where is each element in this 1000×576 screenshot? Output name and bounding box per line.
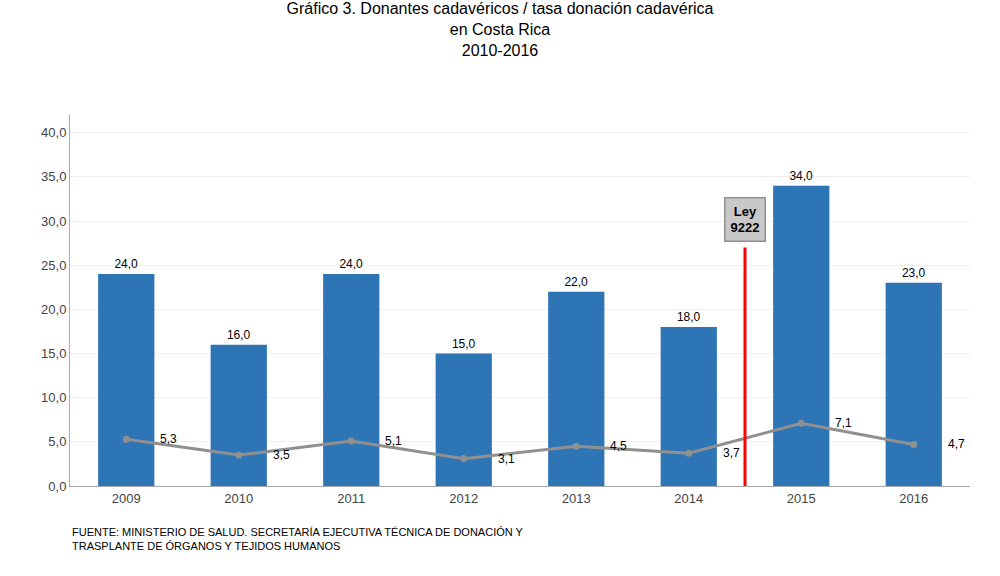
svg-text:2012: 2012: [449, 491, 478, 506]
svg-text:FUENTE: MINISTERIO DE SALUD. S: FUENTE: MINISTERIO DE SALUD. SECRETARÍA …: [72, 526, 524, 552]
svg-text:2011: 2011: [337, 491, 365, 506]
svg-text:0,0: 0,0: [48, 479, 66, 494]
svg-text:5,1: 5,1: [385, 434, 402, 448]
svg-text:15,0: 15,0: [41, 346, 66, 361]
svg-text:2013: 2013: [562, 491, 591, 506]
svg-text:35,0: 35,0: [41, 169, 66, 184]
svg-text:20,0: 20,0: [41, 302, 66, 317]
svg-text:40,0: 40,0: [41, 125, 66, 140]
svg-text:4,7: 4,7: [948, 437, 965, 451]
svg-text:34,0: 34,0: [789, 169, 813, 183]
svg-text:30,0: 30,0: [41, 214, 66, 229]
svg-text:5,3: 5,3: [160, 432, 177, 446]
svg-text:24,0: 24,0: [114, 257, 138, 271]
svg-text:2014: 2014: [674, 491, 703, 506]
svg-text:4,5: 4,5: [610, 439, 627, 453]
svg-text:2009: 2009: [112, 491, 141, 506]
svg-text:3,7: 3,7: [723, 446, 740, 460]
svg-text:7,1: 7,1: [835, 416, 852, 430]
svg-text:23,0: 23,0: [902, 266, 926, 280]
svg-text:3,1: 3,1: [498, 452, 515, 466]
svg-text:16,0: 16,0: [227, 328, 251, 342]
svg-text:25,0: 25,0: [41, 258, 66, 273]
svg-text:3,5: 3,5: [273, 448, 290, 462]
svg-text:5,0: 5,0: [48, 434, 66, 449]
svg-text:10,0: 10,0: [41, 390, 66, 405]
svg-text:18,0: 18,0: [677, 310, 701, 324]
svg-text:2016: 2016: [899, 491, 928, 506]
svg-text:15,0: 15,0: [452, 337, 476, 351]
svg-text:Gráfico 3. Donantes cadavérico: Gráfico 3. Donantes cadavéricos / tasa d…: [287, 0, 714, 59]
svg-text:Ley9222: Ley9222: [731, 204, 760, 236]
svg-text:22,0: 22,0: [564, 275, 588, 289]
svg-text:24,0: 24,0: [339, 257, 363, 271]
svg-text:2015: 2015: [787, 491, 816, 506]
svg-text:2010: 2010: [224, 491, 253, 506]
